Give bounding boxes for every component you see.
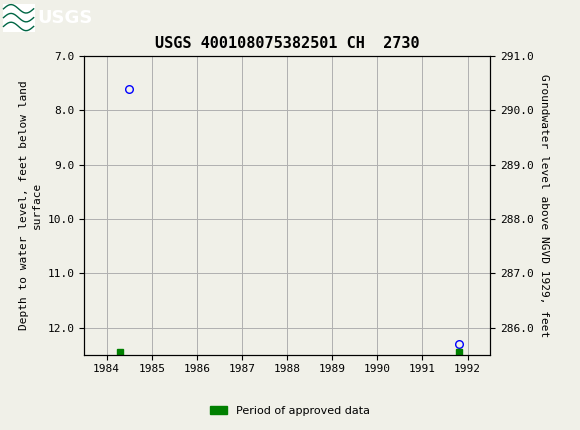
Title: USGS 400108075382501 CH  2730: USGS 400108075382501 CH 2730 (155, 36, 419, 51)
Bar (3, 3, 35, 32)
Text: USGS: USGS (38, 9, 93, 27)
Y-axis label: Groundwater level above NGVD 1929, feet: Groundwater level above NGVD 1929, feet (539, 74, 549, 337)
Y-axis label: Depth to water level, feet below land
surface: Depth to water level, feet below land su… (19, 80, 42, 330)
Legend: Period of approved data: Period of approved data (206, 401, 374, 420)
